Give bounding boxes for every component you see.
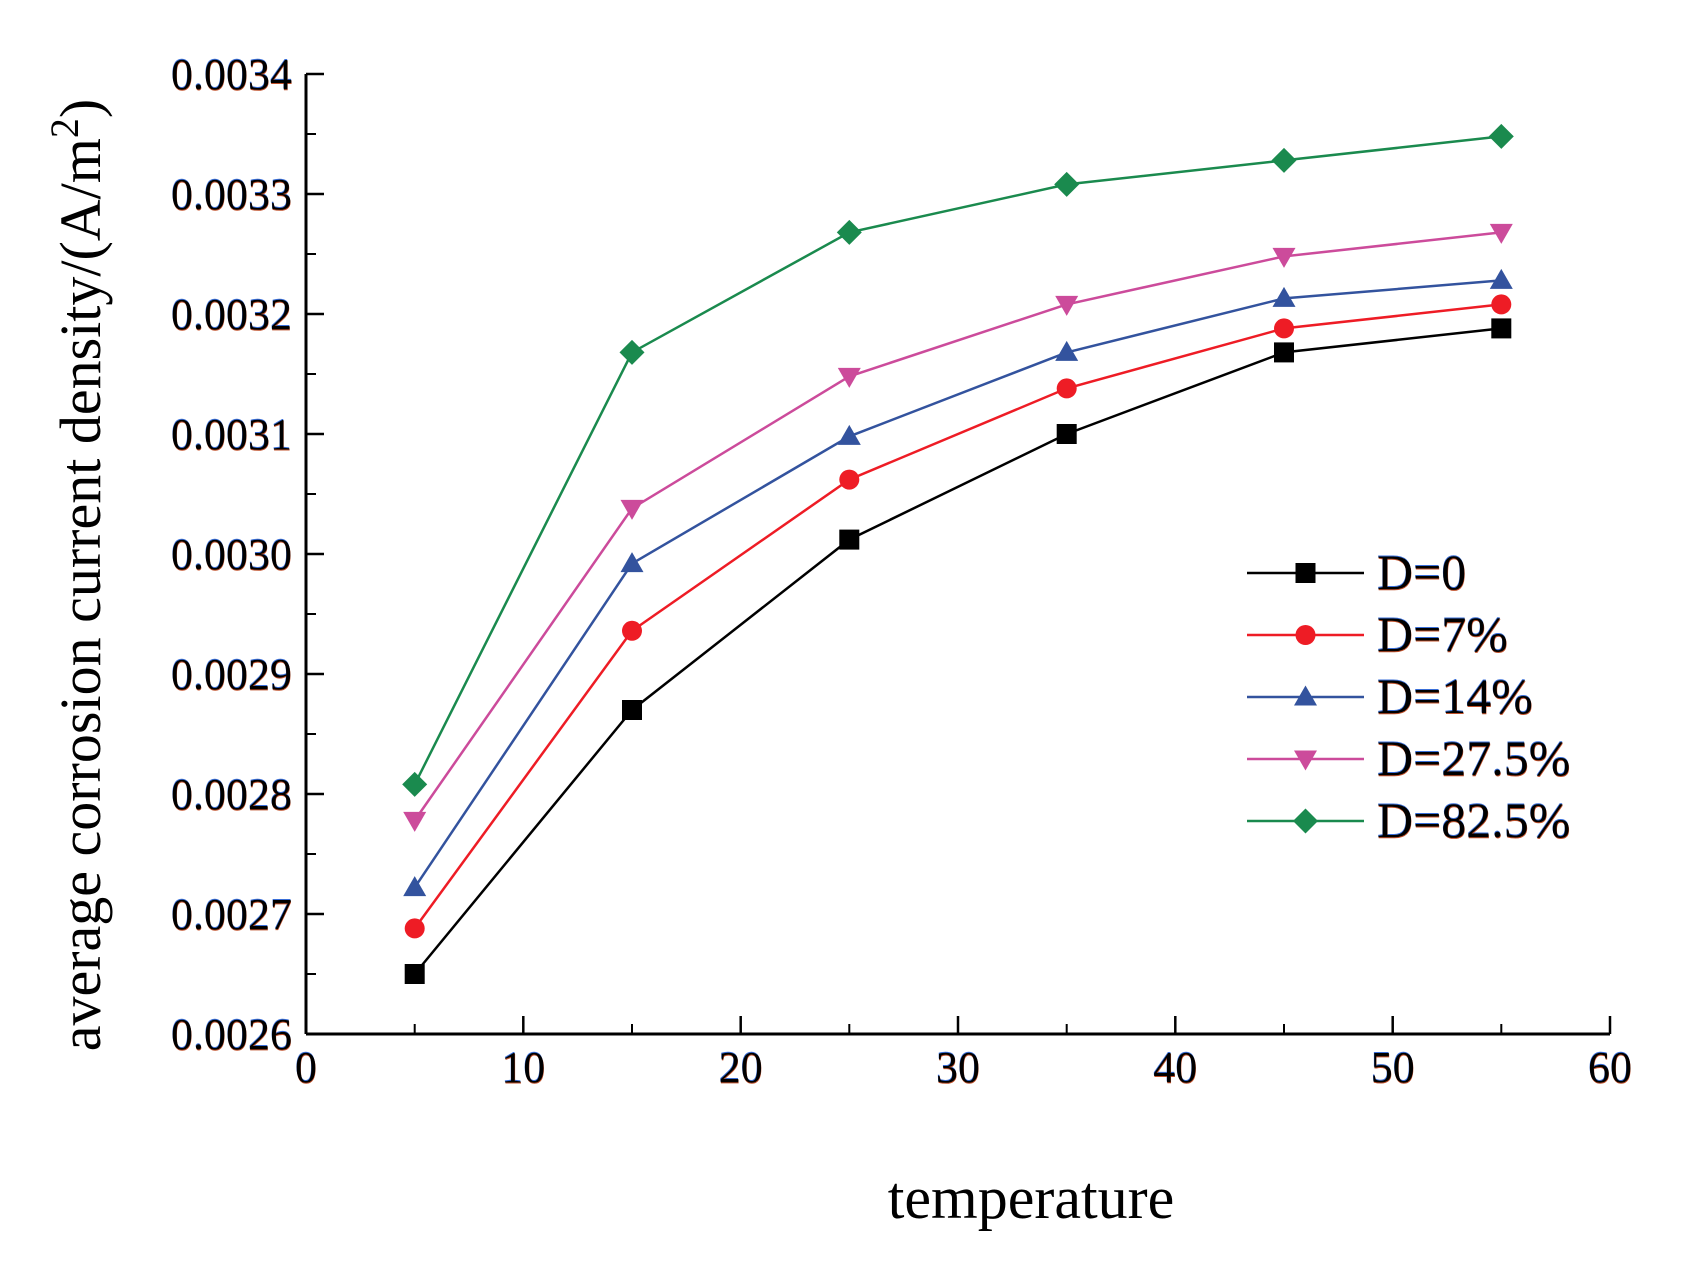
svg-text:0.0031: 0.0031 [171,410,292,459]
svg-text:0.0033: 0.0033 [171,170,292,219]
svg-text:temperature: temperature [888,1165,1175,1231]
svg-text:10: 10 [501,1043,545,1092]
svg-text:0: 0 [295,1043,317,1092]
svg-text:D=27.5%: D=27.5% [1377,730,1570,786]
svg-text:0.0029: 0.0029 [171,650,292,699]
svg-text:60: 60 [1588,1043,1632,1092]
svg-text:0.0032: 0.0032 [171,290,292,339]
svg-text:30: 30 [936,1043,980,1092]
svg-text:20: 20 [719,1043,763,1092]
svg-text:0.0026: 0.0026 [171,1010,292,1059]
svg-text:D=0: D=0 [1377,544,1466,600]
svg-text:D=14%: D=14% [1377,668,1533,724]
svg-text:0.0030: 0.0030 [171,530,292,579]
svg-text:0.0027: 0.0027 [171,890,292,939]
svg-text:0.0028: 0.0028 [171,770,292,819]
svg-text:0.0034: 0.0034 [171,50,292,99]
svg-text:40: 40 [1153,1043,1197,1092]
svg-text:D=7%: D=7% [1377,606,1508,662]
svg-text:D=82.5%: D=82.5% [1377,792,1570,848]
svg-text:50: 50 [1371,1043,1415,1092]
svg-text:average corrosion current dens: average corrosion current density/(A/m2) [42,99,114,1052]
